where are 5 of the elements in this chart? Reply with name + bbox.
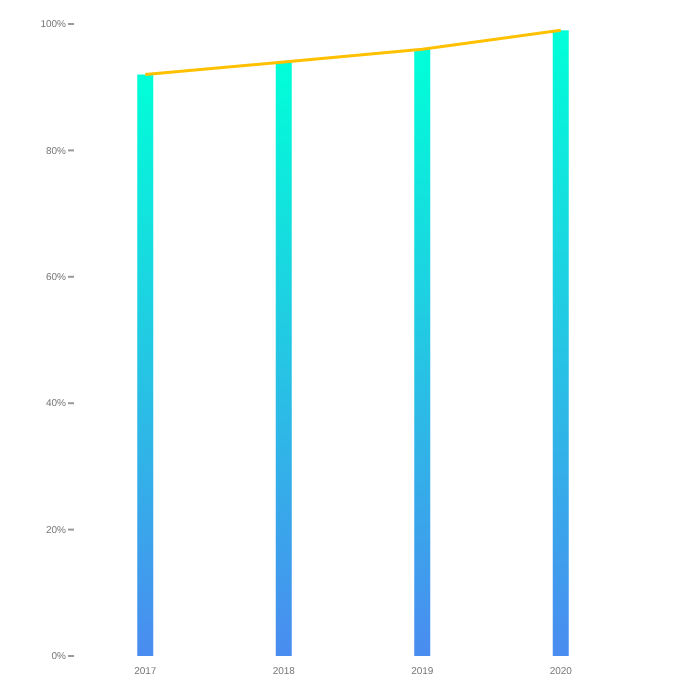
line-series	[143, 28, 563, 77]
bar	[552, 30, 569, 656]
bar	[275, 61, 292, 656]
bar	[414, 49, 431, 656]
bar	[137, 74, 154, 656]
